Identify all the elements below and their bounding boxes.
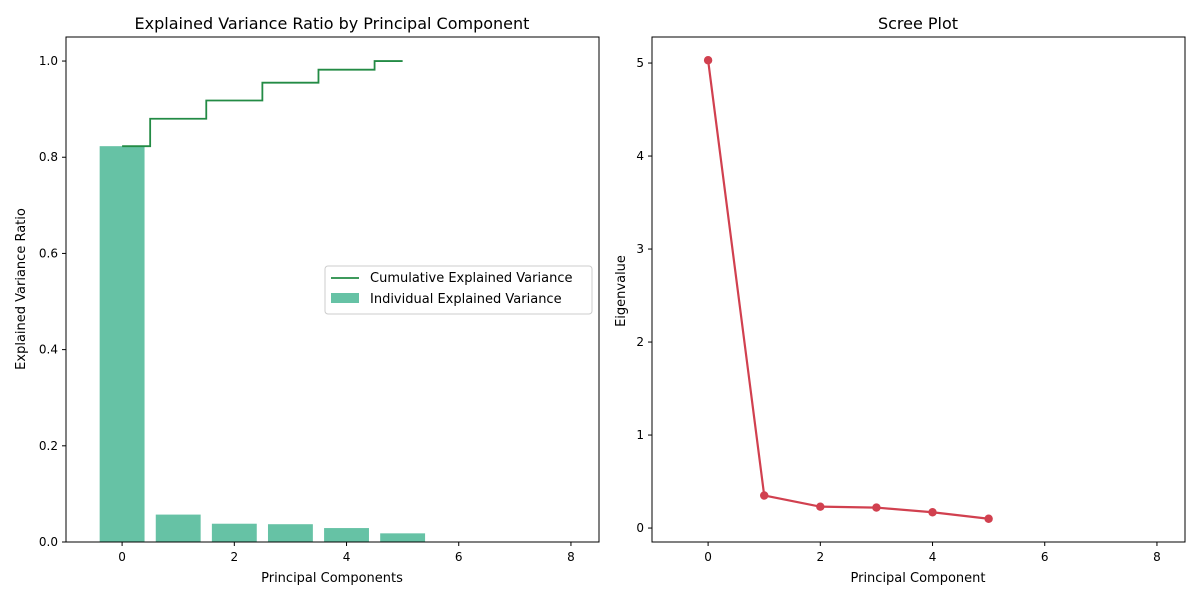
eigenvalue-point xyxy=(928,508,937,517)
x-tick-label: 2 xyxy=(230,550,238,564)
axes-frame xyxy=(651,36,1186,543)
chart-title: Explained Variance Ratio by Principal Co… xyxy=(135,14,530,33)
bar xyxy=(380,533,426,542)
x-tick-label: 4 xyxy=(343,550,351,564)
chart-title: Scree Plot xyxy=(878,14,958,33)
bar xyxy=(211,523,257,542)
y-tick-label: 0.6 xyxy=(39,246,58,260)
eigenvalue-point xyxy=(760,491,769,500)
x-tick-label: 0 xyxy=(118,550,126,564)
x-tick-label: 6 xyxy=(1041,550,1049,564)
cumulative-step-line xyxy=(122,60,403,148)
y-tick-label: 0.8 xyxy=(39,150,58,164)
plot-area xyxy=(99,60,426,542)
y-tick-label: 1 xyxy=(636,428,644,442)
y-axis-label: Eigenvalue xyxy=(614,255,629,327)
eigenvalue-point xyxy=(703,56,713,65)
y-tick-label: 2 xyxy=(636,335,644,349)
x-tick-label: 0 xyxy=(704,550,712,564)
x-tick-label: 6 xyxy=(455,550,463,564)
tick-layer: 0 2 4 6 8 0 1 2 3 4 5 xyxy=(636,56,1160,564)
x-tick-label: 8 xyxy=(1153,550,1161,564)
scree-plot-chart: Scree Plot Principal Component Eigenvalu… xyxy=(614,14,1186,586)
eigenvalue-point xyxy=(872,503,881,512)
y-tick-label: 3 xyxy=(636,242,644,256)
y-tick-label: 0.0 xyxy=(39,535,58,549)
y-tick-label: 1.0 xyxy=(39,54,58,68)
y-tick-label: 4 xyxy=(636,149,644,163)
legend-box xyxy=(324,265,593,315)
legend-bar-swatch xyxy=(331,293,359,303)
tick-layer: 0 2 4 6 8 0.0 0.2 0.4 0.6 0.8 1.0 xyxy=(39,54,575,564)
variance-ratio-chart: Explained Variance Ratio by Principal Co… xyxy=(14,14,600,586)
x-tick-label: 4 xyxy=(929,550,937,564)
x-axis-label: Principal Components xyxy=(261,571,403,586)
eigenvalue-point xyxy=(984,514,993,523)
legend: Cumulative Explained Variance Individual… xyxy=(324,265,593,315)
bar xyxy=(267,524,313,542)
axes-frame xyxy=(65,36,600,543)
y-tick-label: 5 xyxy=(636,56,644,70)
legend-label-individual: Individual Explained Variance xyxy=(370,292,562,307)
legend-label-cumulative: Cumulative Explained Variance xyxy=(370,271,572,286)
x-axis-label: Principal Component xyxy=(850,571,985,586)
bar xyxy=(324,528,369,542)
y-tick-label: 0.4 xyxy=(39,343,58,357)
eigenvalue-point xyxy=(816,502,825,511)
x-tick-label: 8 xyxy=(567,550,575,564)
y-tick-label: 0.2 xyxy=(39,439,58,453)
plot-area xyxy=(703,56,993,523)
bar xyxy=(99,146,145,542)
y-axis-label: Explained Variance Ratio xyxy=(14,208,29,370)
y-tick-label: 0 xyxy=(636,521,644,535)
eigenvalue-line xyxy=(707,60,989,520)
bar xyxy=(155,514,201,542)
x-tick-label: 2 xyxy=(816,550,824,564)
